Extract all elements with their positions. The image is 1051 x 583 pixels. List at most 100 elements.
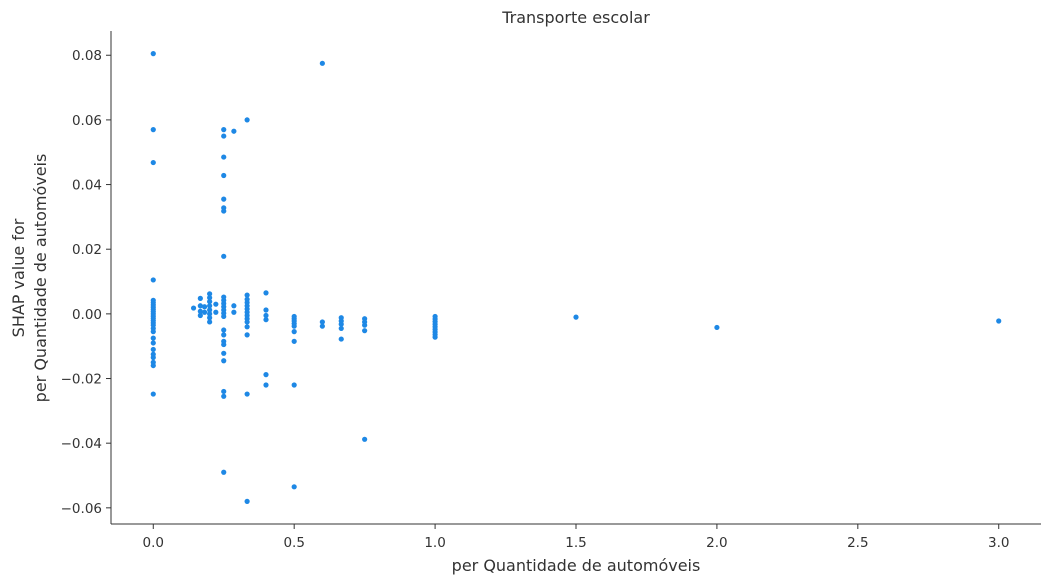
scatter-point (197, 308, 203, 314)
scatter-point (291, 323, 297, 329)
scatter-point (263, 382, 269, 388)
scatter-point (150, 340, 156, 346)
scatter-point (362, 328, 368, 334)
y-tick-label: 0.08 (72, 48, 102, 64)
plot-area: 0.0 0.5 1.0 1.5 2.0 2.5 3.0 −0.06 −0.04 −0.02 0.0… (61, 31, 1041, 551)
x-axis-ticks: 0.0 0.5 1.0 1.5 2.0 2.5 3.0 (143, 524, 1009, 551)
scatter-point (201, 304, 208, 310)
scatter-point (221, 208, 227, 214)
scatter-point (362, 322, 368, 328)
x-tick-label: 1.5 (565, 535, 586, 551)
x-tick-label: 2.5 (847, 535, 868, 551)
scatter-point (263, 307, 269, 313)
scatter-point (207, 298, 213, 305)
scatter-point (231, 128, 237, 134)
y-tick-label: 0.06 (72, 113, 102, 129)
scatter-point (244, 391, 250, 397)
scatter-point (213, 309, 219, 315)
scatter-point (221, 469, 227, 475)
scatter-point (150, 354, 156, 361)
scatter-point (190, 305, 197, 311)
scatter-point (338, 321, 344, 327)
x-tick-label: 0.5 (283, 535, 304, 551)
scatter-point (207, 307, 213, 313)
scatter-point (221, 358, 227, 364)
scatter-point (291, 382, 297, 388)
scatter-point (263, 290, 269, 296)
y-axis-ticks: −0.06 −0.04 −0.02 0.00 0.02 0.04 0.06 0.08 (61, 48, 111, 517)
scatter-point (244, 319, 250, 325)
scatter-point (207, 295, 213, 301)
scatter-point (263, 317, 269, 323)
scatter-point (291, 329, 297, 335)
x-tick-label: 1.0 (424, 535, 445, 551)
scatter-point (291, 338, 297, 344)
scatter-point (221, 341, 227, 348)
scatter-point (207, 319, 213, 325)
scatter-point (221, 327, 227, 333)
scatter-point (221, 313, 227, 320)
scatter-point (432, 334, 438, 340)
scatter-point (221, 172, 227, 179)
scatter-point (221, 196, 227, 202)
x-tick-label: 0.0 (143, 535, 164, 551)
scatter-point (207, 291, 213, 297)
scatter-point (291, 484, 297, 490)
scatter-point (221, 154, 227, 160)
scatter-point (150, 391, 156, 397)
scatter-point (213, 301, 219, 307)
scatter-point (150, 277, 156, 283)
scatter-point (231, 309, 237, 315)
scatter-point (150, 329, 156, 335)
scatter-points (150, 51, 1002, 504)
scatter-point (221, 133, 227, 139)
scatter-point (221, 332, 227, 338)
scatter-point (319, 60, 325, 66)
scatter-point (263, 372, 269, 378)
scatter-point (207, 315, 213, 321)
y-tick-label: 0.02 (72, 242, 102, 258)
scatter-point (714, 324, 720, 331)
scatter-point (197, 295, 203, 301)
scatter-point (263, 312, 269, 319)
scatter-point (197, 312, 203, 319)
x-tick-label: 3.0 (988, 535, 1009, 551)
y-tick-label: −0.04 (61, 436, 102, 452)
scatter-point (197, 303, 203, 309)
y-tick-label: 0.04 (72, 178, 102, 194)
scatter-point (319, 319, 325, 325)
scatter-point (244, 324, 250, 330)
scatter-point (207, 311, 213, 317)
scatter-point (221, 127, 227, 133)
y-tick-label: 0.00 (72, 307, 102, 323)
scatter-point (221, 393, 227, 399)
scatter-point (244, 498, 250, 504)
chart-title: Transporte escolar (501, 8, 650, 27)
scatter-point (221, 350, 227, 356)
scatter-point (996, 318, 1002, 324)
scatter-point (231, 303, 237, 309)
y-tick-label: −0.06 (61, 501, 102, 517)
scatter-point (201, 309, 208, 315)
y-tick-label: −0.02 (61, 372, 102, 388)
scatter-point (207, 303, 213, 309)
scatter-point (338, 336, 344, 342)
y-axis-label-line-1: SHAP value for (9, 218, 28, 337)
scatter-point (150, 127, 156, 133)
scatter-point (150, 51, 156, 57)
scatter-point (150, 159, 156, 166)
scatter-point (244, 117, 250, 123)
scatter-point (150, 346, 156, 353)
scatter-point (150, 362, 156, 369)
scatter-point (244, 332, 250, 338)
x-axis-label: per Quantidade de automóveis (452, 556, 701, 575)
scatter-point (221, 388, 227, 395)
scatter-point (338, 325, 344, 332)
x-tick-label: 2.0 (706, 535, 727, 551)
scatter-point (573, 314, 579, 320)
scatter-point (244, 292, 250, 298)
y-axis-label-line-2: per Quantidade de automóveis (31, 154, 50, 403)
scatter-point (362, 436, 368, 442)
scatter-point (221, 253, 227, 259)
